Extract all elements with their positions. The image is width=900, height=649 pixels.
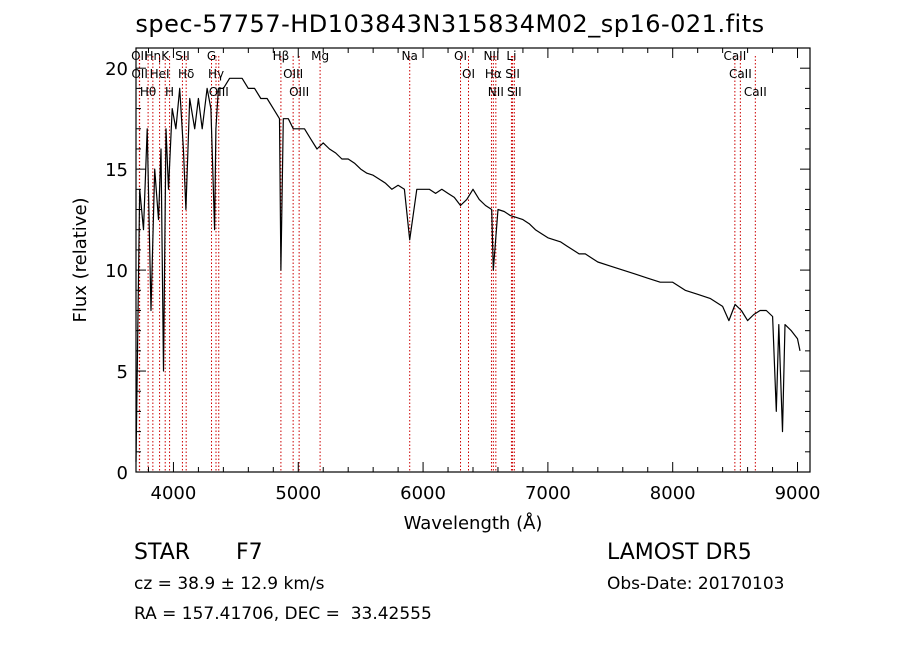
x-tick-label: 4000: [151, 483, 197, 504]
spectrum-line: [135, 77, 801, 462]
y-axis-label: Flux (relative): [70, 197, 91, 322]
object-subclass: F7: [236, 540, 263, 565]
line-marker-label: Hδ: [178, 67, 194, 81]
ra-dec-coordinates: RA = 157.41706, DEC = 33.42555: [134, 604, 432, 624]
line-marker-label: Na: [402, 49, 418, 63]
line-marker-label: NII: [488, 85, 504, 99]
line-marker-label: OIII: [283, 67, 303, 81]
x-axis-label: Wavelength (Å): [404, 512, 543, 534]
x-tick-label: 6000: [400, 483, 446, 504]
y-tick-label: 15: [105, 160, 128, 181]
x-tick-label: 9000: [775, 483, 821, 504]
redshift-velocity: cz = 38.9 ± 12.9 km/s: [134, 574, 325, 594]
line-marker-label: Li: [506, 49, 516, 63]
line-marker-label: OI: [454, 49, 467, 63]
line-marker-label: Hγ: [208, 67, 224, 81]
survey-name: LAMOST DR5: [607, 540, 752, 565]
chart-title: spec-57757-HD103843N315834M02_sp16-021.f…: [135, 10, 765, 38]
line-marker-label: Mg: [311, 49, 329, 63]
observation-date: Obs-Date: 20170103: [607, 574, 785, 594]
plot-axes: [135, 47, 811, 473]
x-tick-label: 8000: [650, 483, 696, 504]
x-tick-label: 7000: [525, 483, 571, 504]
line-marker-label: K: [161, 49, 170, 63]
axis-labels: 4000 5000 6000 7000 8000 9000 0 5 10 15 20 Waveleng…: [70, 59, 820, 534]
line-marker-label: G: [207, 49, 216, 63]
line-marker-label: CaII: [744, 85, 767, 99]
object-class: STAR: [134, 540, 191, 565]
line-marker-label: HeI: [150, 67, 170, 81]
spectrum-line-group: [135, 77, 801, 462]
line-marker-label: H: [165, 85, 174, 99]
line-marker-label: NII: [483, 49, 499, 63]
line-marker-label: OIII: [289, 85, 309, 99]
line-marker-label: SII: [175, 49, 190, 63]
y-tick-label: 10: [105, 261, 128, 282]
axis-ticks: [136, 47, 810, 473]
line-marker-label: CaII: [723, 49, 746, 63]
x-tick-label: 5000: [275, 483, 321, 504]
line-marker-label: Hβ: [273, 49, 290, 63]
plot-frame: [135, 47, 811, 473]
line-marker-label: SII: [505, 67, 520, 81]
line-marker-label: Hη: [145, 49, 162, 63]
y-tick-label: 5: [117, 362, 128, 383]
line-marker-label: CaII: [729, 67, 752, 81]
line-marker-label: OII: [131, 67, 148, 81]
y-tick-label: 20: [105, 59, 128, 80]
line-marker-label: SII: [507, 85, 522, 99]
y-tick-label: 0: [117, 463, 128, 484]
line-marker-label: Hθ: [140, 85, 156, 99]
line-marker-label: OI: [462, 67, 475, 81]
line-marker-label: Hα: [485, 67, 502, 81]
